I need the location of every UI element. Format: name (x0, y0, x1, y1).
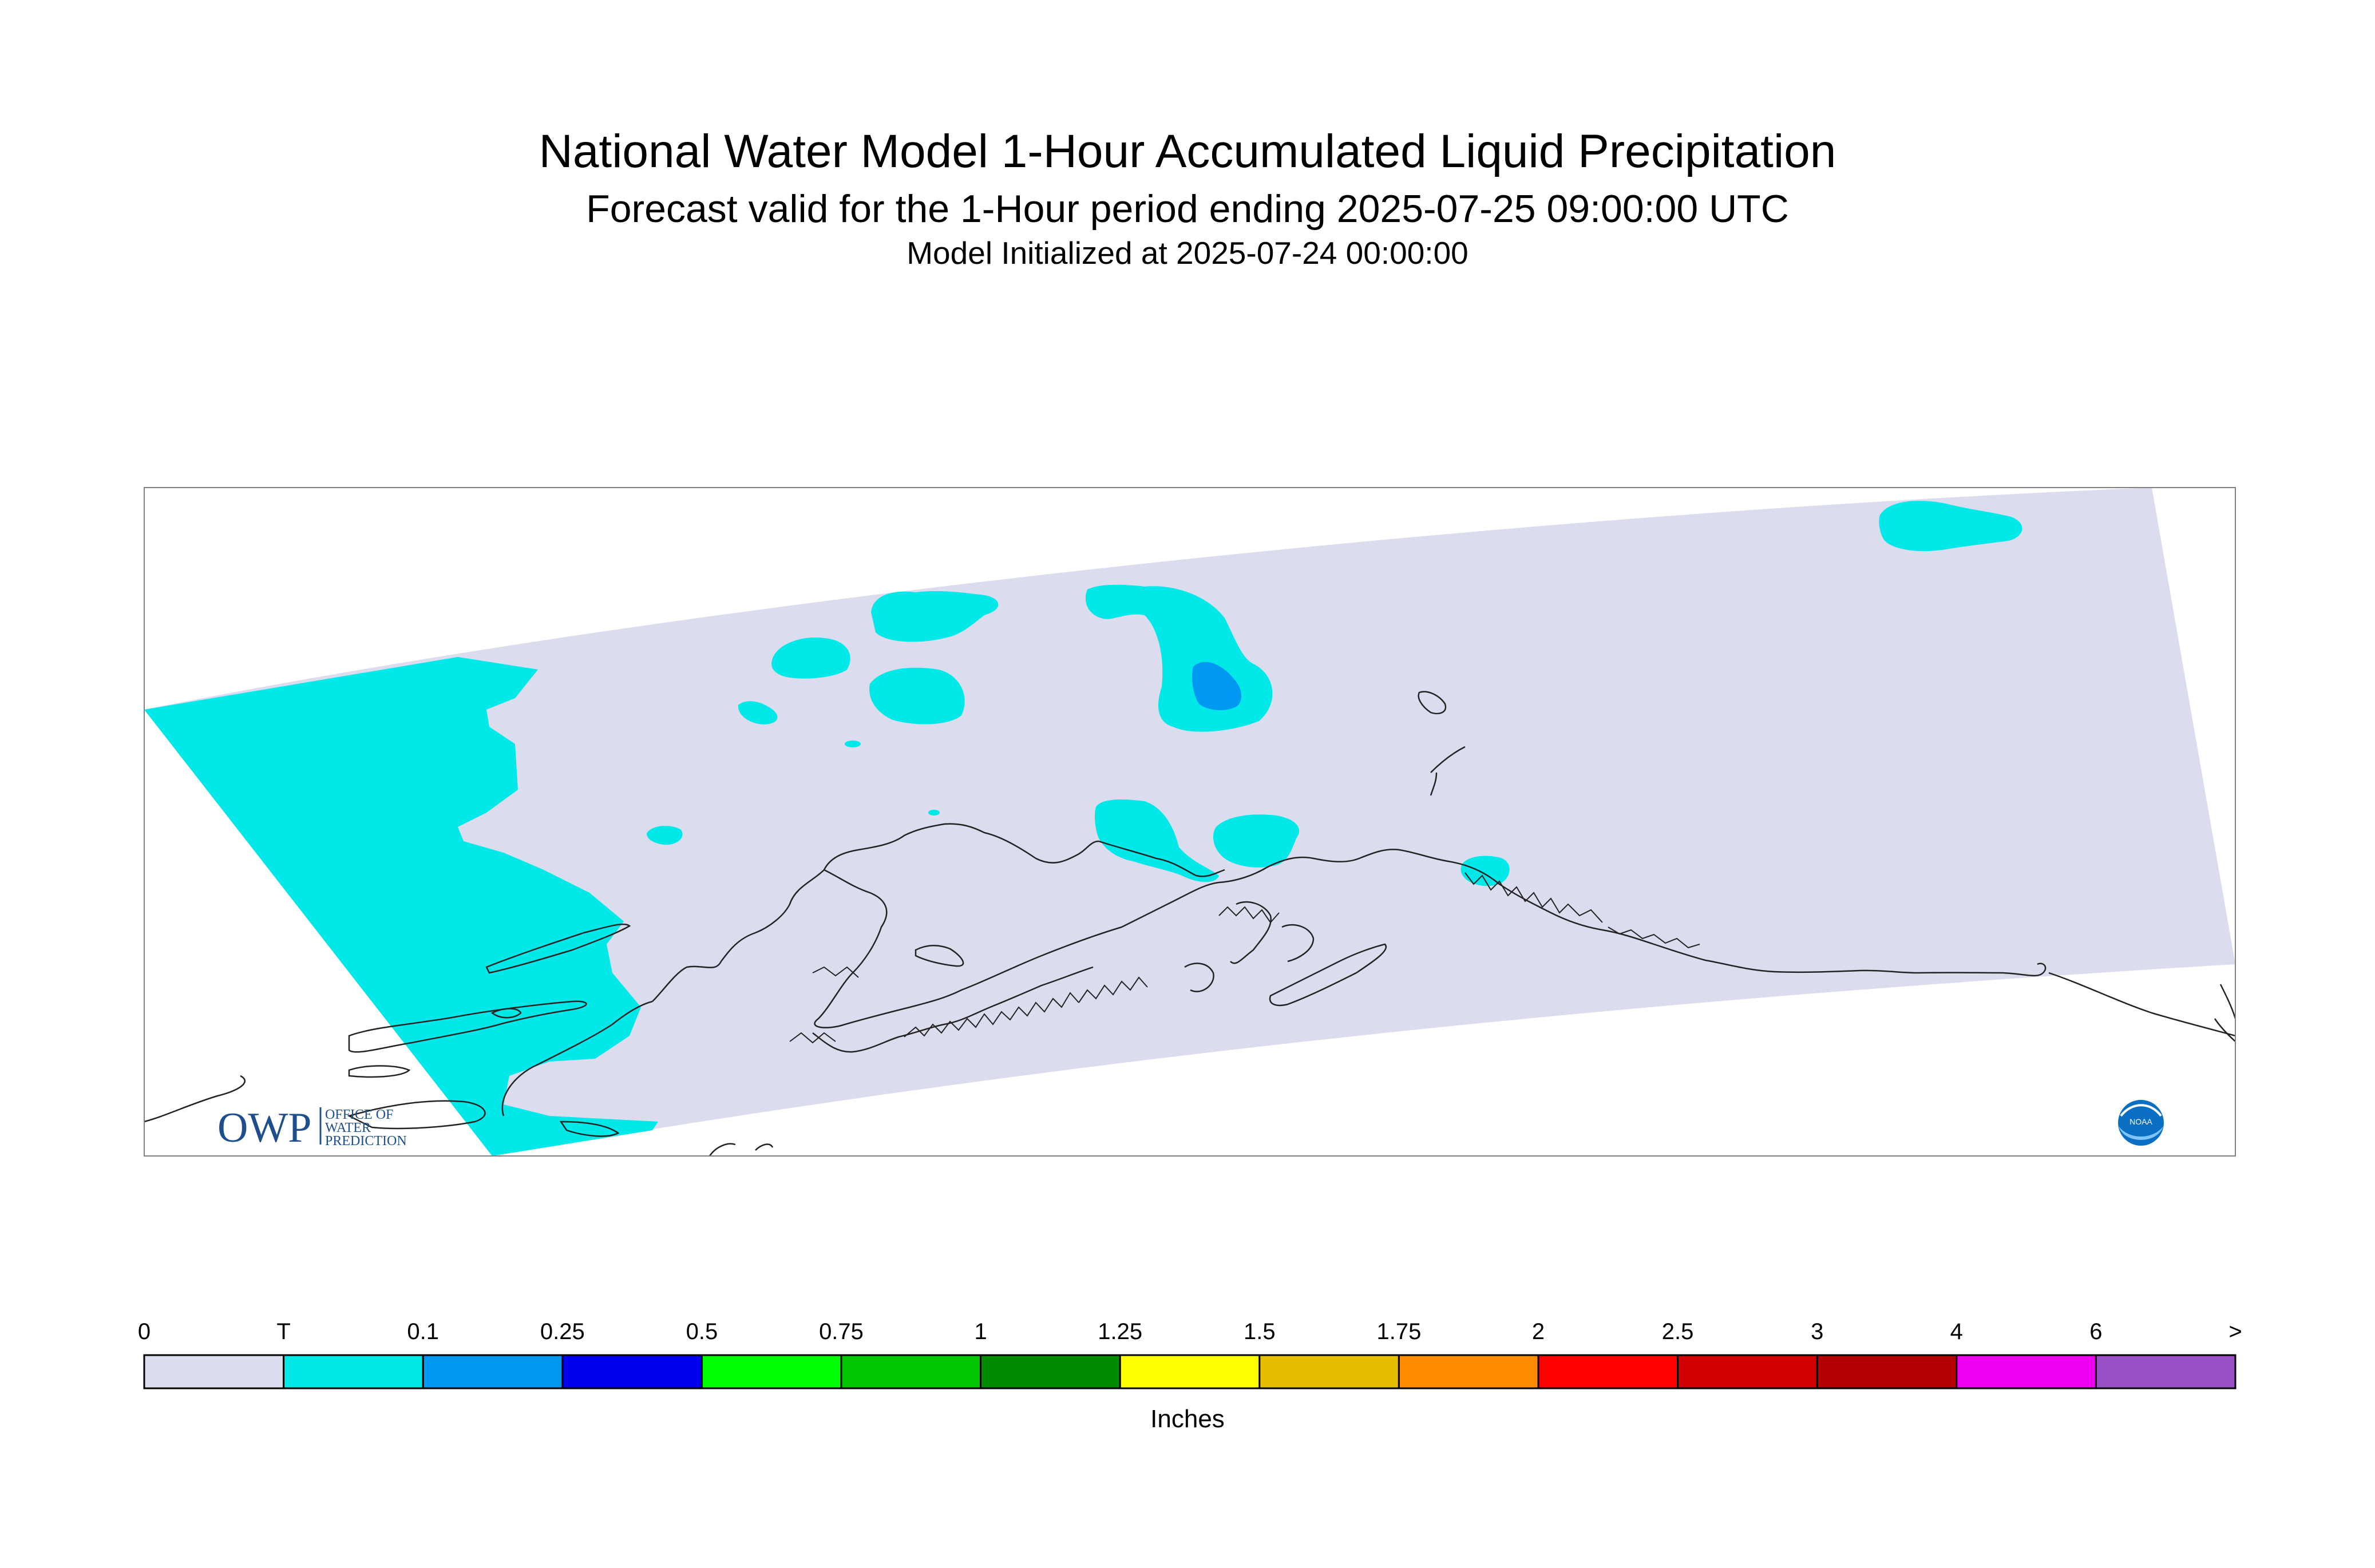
precip-area (928, 810, 940, 815)
owp-logo-mark: OWP (217, 1104, 311, 1151)
legend-tick-label: 2.5 (1662, 1319, 1694, 1344)
legend-swatch (1119, 1354, 1261, 1389)
legend-tick-label: 3 (1811, 1319, 1823, 1344)
legend-tick-label: 0 (138, 1319, 151, 1344)
legend-tick-label: 0.25 (540, 1319, 585, 1344)
legend-swatch (283, 1354, 424, 1389)
owp-logo-line1: OFFICE OF (325, 1107, 393, 1122)
noaa-logo: NOAA (2116, 1098, 2166, 1148)
legend-tick-label: 0.75 (819, 1319, 864, 1344)
precip-area (869, 667, 965, 724)
precip-area-light (1192, 662, 1242, 711)
legend-tick-label: > (2228, 1319, 2242, 1344)
legend-tick-label: 4 (1950, 1319, 1963, 1344)
legend-swatch (1398, 1354, 1539, 1389)
legend-swatch (422, 1354, 564, 1389)
legend-swatch (1258, 1354, 1400, 1389)
legend-swatch (840, 1354, 982, 1389)
map-subtitle: Forecast valid for the 1-Hour period end… (586, 187, 1789, 231)
owp-logo: OWP OFFICE OF WATER PREDICTION (217, 1104, 407, 1151)
legend-unit-label: Inches (1150, 1405, 1225, 1433)
legend-tick-label: 1.75 (1376, 1319, 1421, 1344)
legend-tick-label: 1 (974, 1319, 987, 1344)
owp-logo-line2: WATER (325, 1120, 371, 1135)
legend-swatch (1956, 1354, 2097, 1389)
model-init-time: Model Initialized at 2025-07-24 00:00:00 (907, 235, 1468, 271)
noaa-logo-label: NOAA (2129, 1117, 2152, 1126)
legend-swatch (700, 1354, 842, 1389)
precip-area (217, 756, 227, 762)
precip-area (647, 826, 683, 845)
legend-tick-label: 2 (1532, 1319, 1545, 1344)
legend-swatch (980, 1354, 1121, 1389)
coastline (144, 691, 2235, 1156)
legend-tick-label: 1.25 (1098, 1319, 1142, 1344)
precip-area (738, 701, 778, 724)
legend-tick-label: 0.1 (407, 1319, 439, 1344)
legend-swatch (561, 1354, 703, 1389)
legend-swatch (1677, 1354, 1818, 1389)
legend-swatch (1816, 1354, 1958, 1389)
precip-area (771, 638, 850, 679)
map-title: National Water Model 1-Hour Accumulated … (539, 125, 1836, 177)
legend-tick-label: 1.5 (1244, 1319, 1276, 1344)
owp-logo-line3: PREDICTION (325, 1134, 407, 1149)
precip-area (845, 741, 861, 747)
precip-area (1879, 501, 2022, 552)
legend-tick-label: 6 (2089, 1319, 2102, 1344)
map-frame (144, 487, 2236, 1157)
precip-area-west (144, 657, 658, 1156)
coastline-detail (789, 872, 1700, 1044)
precip-area (1095, 799, 1219, 882)
legend-swatch (2095, 1354, 2237, 1389)
model-domain (144, 488, 2235, 1156)
precip-area (1460, 856, 1510, 886)
precip-area (1213, 814, 1300, 868)
precip-area (871, 591, 999, 642)
legend-swatch (1537, 1354, 1679, 1389)
legend-tick-label: 0.5 (686, 1319, 718, 1344)
legend-tick-label: T (276, 1319, 290, 1344)
legend-swatch (143, 1354, 285, 1389)
